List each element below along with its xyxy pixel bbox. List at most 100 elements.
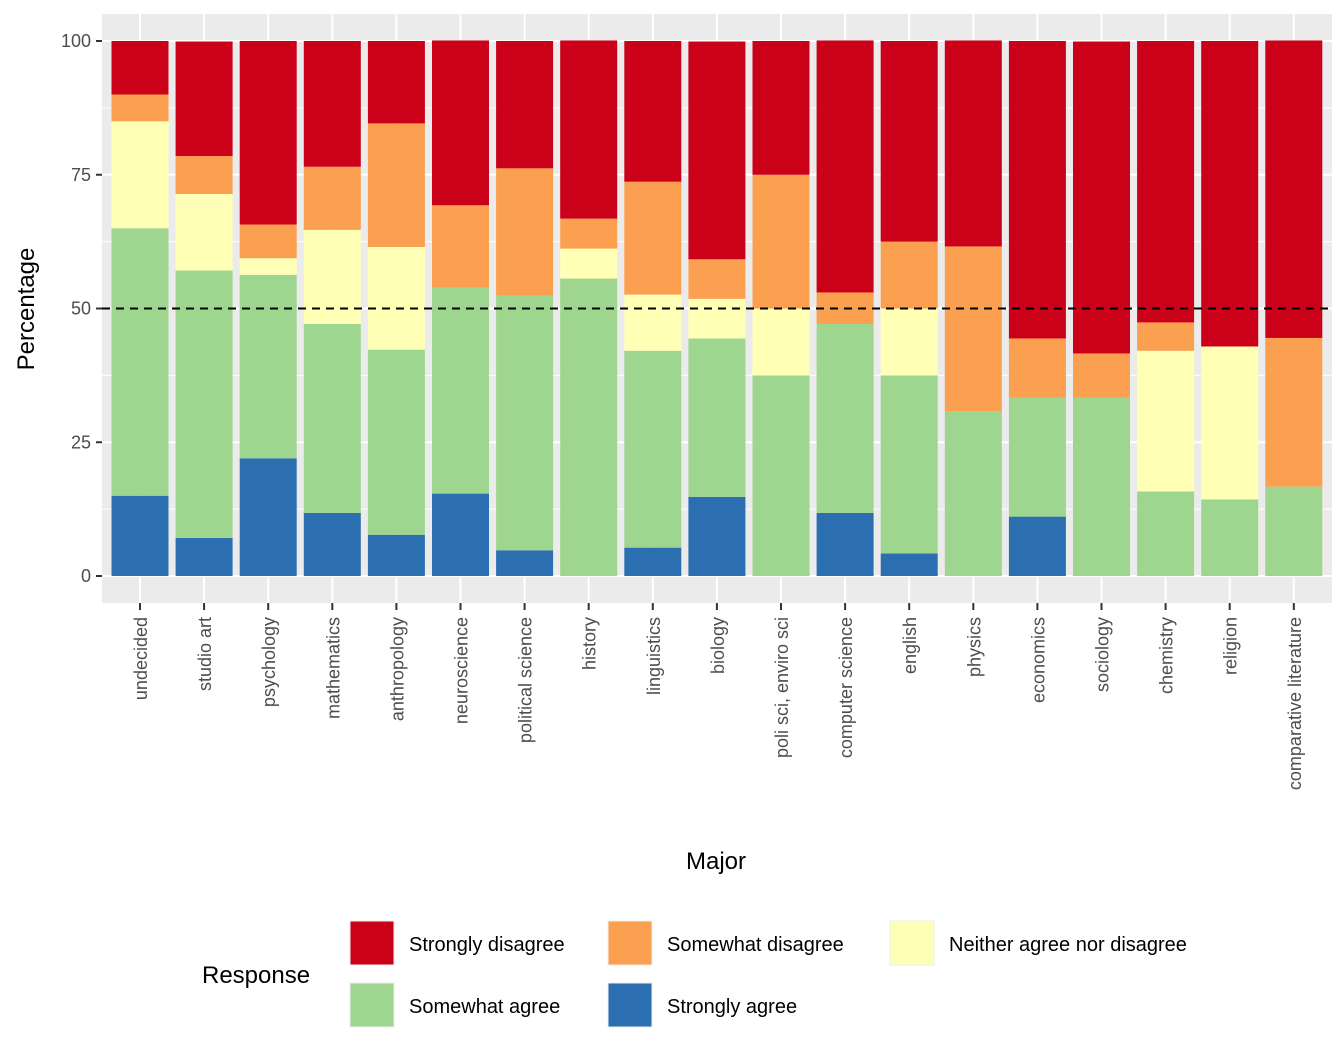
legend-label-somewhat-agree: Somewhat agree — [409, 996, 560, 1018]
x-tick-label: economics — [1028, 617, 1048, 703]
x-tick-label: history — [580, 617, 600, 670]
bar-segment-somewhat-agree — [752, 375, 810, 576]
bar-segment-strongly-disagree — [816, 40, 874, 293]
x-tick-label: computer science — [836, 617, 856, 758]
x-tick-label: political science — [516, 617, 536, 743]
bar-segment-strongly-agree — [175, 538, 233, 576]
bar-segment-strongly-disagree — [688, 41, 746, 260]
bar-segment-somewhat-disagree — [880, 241, 938, 309]
bar-segment-neither-agree-nor-disagree — [1137, 350, 1195, 492]
bar-segment-neither-agree-nor-disagree — [111, 121, 169, 229]
x-tick-label: undecided — [131, 617, 151, 700]
bar-segment-strongly-disagree — [944, 40, 1002, 247]
bar-segment-strongly-disagree — [111, 41, 169, 95]
bar-segment-somewhat-agree — [560, 278, 618, 576]
bar-segment-somewhat-disagree — [688, 259, 746, 299]
bar-segment-somewhat-disagree — [239, 224, 297, 259]
bar-segment-strongly-disagree — [239, 41, 297, 225]
x-tick-label: sociology — [1093, 617, 1113, 692]
legend-title: Response — [202, 962, 310, 989]
bar-segment-somewhat-agree — [1137, 491, 1195, 576]
legend-key-neither-agree-nor-disagree — [889, 920, 935, 966]
bar-segment-strongly-agree — [880, 553, 938, 576]
x-tick-label: poli sci, enviro sci — [772, 617, 792, 758]
bar-segment-somewhat-agree — [688, 338, 746, 497]
legend-key-strongly-agree — [607, 982, 653, 1028]
bar-segment-strongly-agree — [432, 493, 489, 576]
bar-segment-strongly-agree — [496, 550, 554, 576]
bar-segment-strongly-disagree — [752, 41, 810, 175]
x-axis: undecided studio art psychology mathematics… — [131, 603, 1305, 790]
bar-segment-strongly-disagree — [1137, 41, 1195, 323]
bar-segment-somewhat-disagree — [1008, 338, 1066, 398]
bar-segment-strongly-agree — [111, 495, 169, 576]
bar-segment-somewhat-agree — [1073, 397, 1130, 576]
bar-segment-neither-agree-nor-disagree — [624, 294, 682, 351]
bar-segment-somewhat-agree — [496, 295, 554, 551]
legend-key-strongly-disagree — [349, 920, 395, 966]
x-tick-label: chemistry — [1157, 617, 1177, 694]
bar-segment-somewhat-disagree — [1265, 337, 1323, 487]
bar-segment-somewhat-disagree — [303, 166, 361, 230]
x-tick-label: psychology — [259, 617, 279, 707]
legend-key-somewhat-agree — [349, 982, 395, 1028]
x-tick-label: anthropology — [387, 617, 407, 721]
bar-segment-strongly-agree — [816, 512, 874, 576]
bar-segment-neither-agree-nor-disagree — [303, 229, 361, 325]
bar-segment-neither-agree-nor-disagree — [367, 246, 425, 350]
legend-label-strongly-agree: Strongly agree — [667, 996, 797, 1018]
bar-segment-somewhat-disagree — [560, 218, 618, 249]
bar-segment-strongly-disagree — [1008, 41, 1066, 339]
legend: Response Strongly disagree Somewhat disag… — [202, 920, 1187, 1028]
bar-segment-somewhat-agree — [175, 270, 233, 539]
legend-label-strongly-disagree: Strongly disagree — [409, 934, 565, 956]
bar-segment-neither-agree-nor-disagree — [239, 258, 297, 275]
bar-segment-somewhat-agree — [1008, 397, 1066, 517]
bar-segment-strongly-disagree — [175, 41, 233, 157]
bar-segment-somewhat-disagree — [367, 123, 425, 247]
x-tick-label: neuroscience — [452, 617, 472, 724]
bar-segment-somewhat-agree — [239, 274, 297, 459]
y-axis-title: Percentage — [13, 248, 40, 371]
bar-segment-neither-agree-nor-disagree — [1201, 346, 1259, 500]
bar-segment-neither-agree-nor-disagree — [688, 298, 746, 339]
legend-label-neither-agree-nor-disagree: Neither agree nor disagree — [949, 934, 1187, 956]
bar-segment-strongly-disagree — [624, 41, 682, 182]
bar-segment-strongly-agree — [239, 458, 297, 576]
x-tick-label: linguistics — [644, 617, 664, 695]
y-tick-label: 100 — [61, 31, 91, 51]
bar-segment-somewhat-agree — [944, 411, 1002, 576]
legend-key-somewhat-disagree — [607, 920, 653, 966]
x-tick-label: biology — [708, 617, 728, 674]
bar-segment-neither-agree-nor-disagree — [880, 308, 938, 376]
bar-segment-somewhat-agree — [816, 324, 874, 513]
bar-segment-somewhat-disagree — [111, 94, 169, 122]
bar-segment-somewhat-agree — [367, 349, 425, 535]
bar-segment-somewhat-agree — [432, 287, 489, 494]
x-tick-label: comparative literature — [1285, 617, 1305, 790]
y-tick-label: 75 — [71, 165, 91, 185]
x-tick-label: studio art — [195, 617, 215, 691]
x-tick-label: religion — [1221, 617, 1241, 675]
bars — [111, 40, 1323, 576]
bar-segment-strongly-disagree — [1073, 41, 1130, 354]
bar-segment-strongly-agree — [303, 512, 361, 576]
bar-segment-neither-agree-nor-disagree — [560, 248, 618, 279]
bar-segment-neither-agree-nor-disagree — [175, 194, 233, 271]
bar-segment-somewhat-disagree — [752, 174, 810, 309]
y-tick-label: 0 — [81, 566, 91, 586]
bar-segment-strongly-disagree — [367, 41, 425, 124]
bar-segment-somewhat-disagree — [496, 168, 554, 296]
bar-segment-somewhat-disagree — [944, 246, 1002, 412]
x-tick-label: mathematics — [323, 617, 343, 719]
y-tick-label: 50 — [71, 299, 91, 319]
x-tick-label: physics — [964, 617, 984, 677]
x-tick-label: english — [900, 617, 920, 674]
bar-segment-strongly-disagree — [880, 41, 938, 242]
bar-segment-strongly-disagree — [303, 41, 361, 167]
bar-segment-strongly-disagree — [496, 41, 554, 169]
legend-label-somewhat-disagree: Somewhat disagree — [667, 934, 844, 956]
bar-segment-neither-agree-nor-disagree — [752, 308, 810, 376]
bar-segment-strongly-disagree — [432, 40, 489, 206]
bar-segment-somewhat-agree — [1265, 486, 1323, 576]
